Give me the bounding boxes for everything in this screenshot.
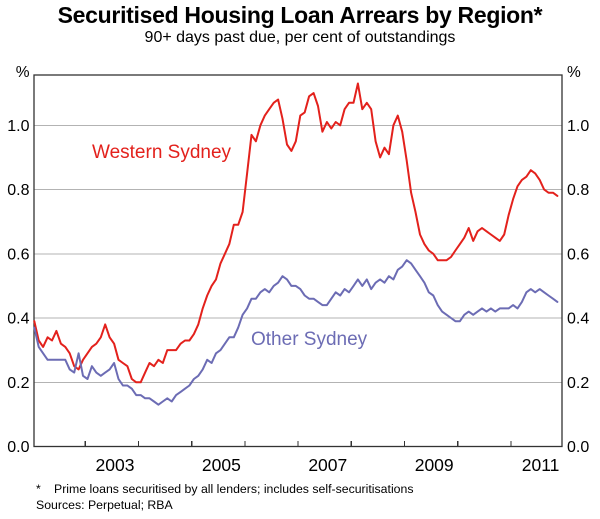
series-line-western-sydney bbox=[33, 82, 559, 384]
y-axis-label-right-0.4: 0.4 bbox=[567, 311, 589, 328]
y-axis-label-left-0.4: 0.4 bbox=[7, 311, 29, 328]
sources-line: Sources: Perpetual; RBA bbox=[36, 498, 414, 514]
footnote-text: Prime loans securitised by all lenders; … bbox=[54, 482, 414, 496]
y-axis-label-right-0.2: 0.2 bbox=[567, 375, 589, 392]
footnote-asterisk: * bbox=[36, 482, 41, 496]
other-sydney-series-label: Other Sydney bbox=[251, 329, 368, 350]
y-axis-label-right-0.8: 0.8 bbox=[567, 182, 589, 199]
series-line-other-sydney bbox=[33, 259, 559, 406]
footnote-line: * Prime loans securitised by all lenders… bbox=[36, 482, 414, 498]
year-label-2011: 2011 bbox=[522, 455, 560, 475]
sources-text: Sources: Perpetual; RBA bbox=[36, 497, 173, 512]
y-axis-label-left-1.0: 1.0 bbox=[7, 118, 29, 135]
y-axis-label-left-0.0: 0.0 bbox=[7, 439, 29, 456]
year-label-2007: 2007 bbox=[308, 455, 347, 475]
y-axis-label-left-0.2: 0.2 bbox=[7, 375, 29, 392]
footnote-block: * Prime loans securitised by all lenders… bbox=[36, 482, 414, 513]
y-axis-label-left-0.6: 0.6 bbox=[7, 246, 29, 263]
y-axis-label-right-1.0: 1.0 bbox=[567, 118, 589, 135]
page-subtitle: 90+ days past due, per cent of outstandi… bbox=[144, 29, 456, 46]
y-axis-label-left-0.8: 0.8 bbox=[7, 182, 29, 199]
y-axis-label-right-0.6: 0.6 bbox=[567, 246, 589, 263]
unit-label-left: % bbox=[16, 64, 30, 81]
western-sydney-series-label: Western Sydney bbox=[92, 142, 232, 163]
year-label-2005: 2005 bbox=[202, 455, 241, 475]
year-label-2009: 2009 bbox=[415, 455, 454, 475]
y-axis-label-right-0.0: 0.0 bbox=[567, 439, 589, 456]
page-title: Securitised Housing Loan Arrears by Regi… bbox=[57, 2, 543, 28]
year-label-2003: 2003 bbox=[96, 455, 135, 475]
unit-label-right: % bbox=[567, 64, 581, 81]
